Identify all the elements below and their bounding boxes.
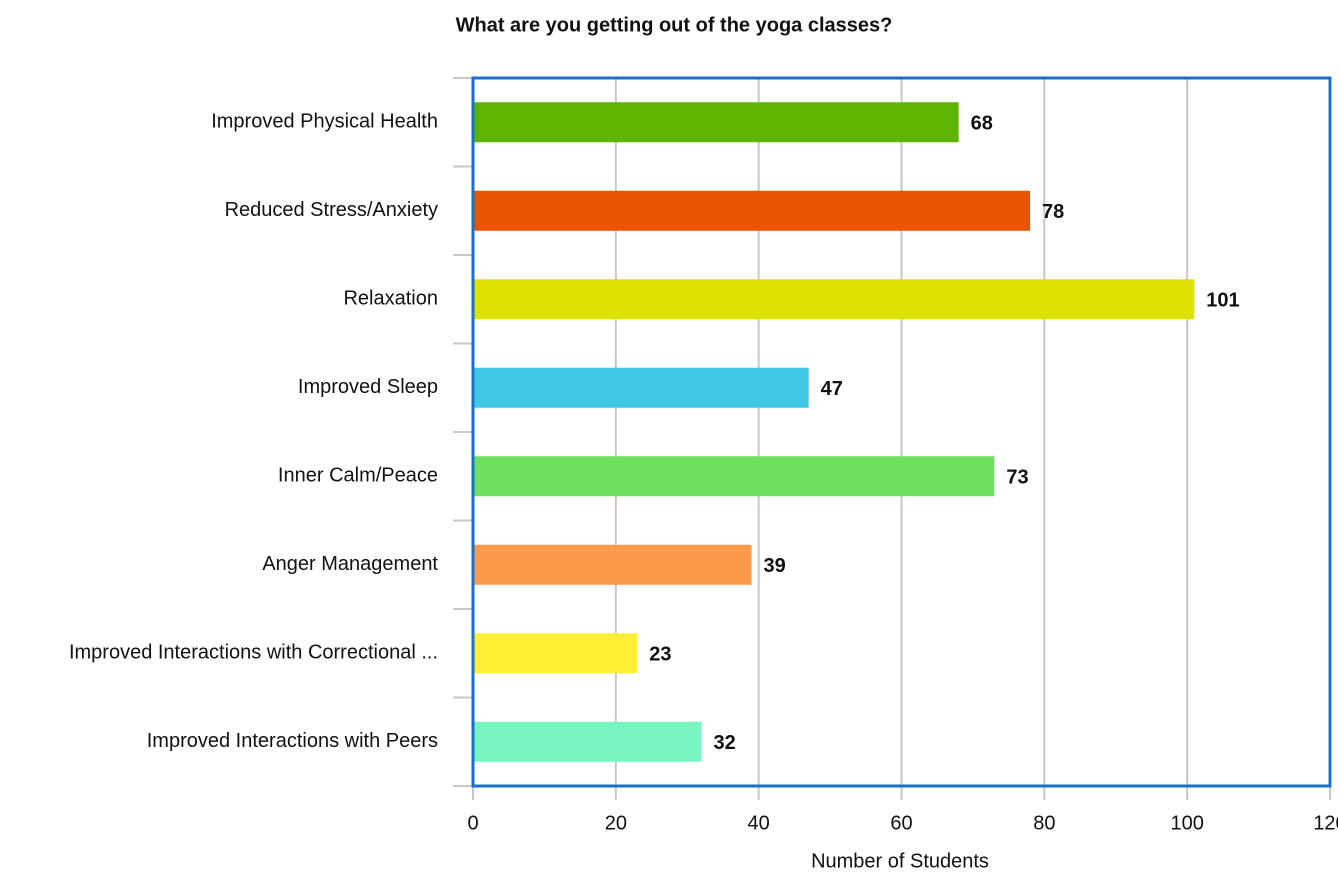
bar bbox=[473, 456, 995, 497]
x-tick-label: 100 bbox=[1170, 812, 1203, 834]
value-label: 68 bbox=[971, 113, 993, 135]
y-tick-label: Improved Sleep bbox=[298, 376, 438, 398]
x-tick-label: 0 bbox=[467, 812, 478, 834]
y-tick-label: Improved Interactions with Peers bbox=[147, 730, 438, 752]
y-tick-label: Inner Calm/Peace bbox=[278, 465, 438, 487]
plot-border bbox=[471, 76, 1332, 788]
y-tick-label: Relaxation bbox=[343, 288, 438, 310]
y-tick-label: Anger Management bbox=[262, 553, 438, 575]
bar bbox=[473, 279, 1195, 320]
bar bbox=[473, 544, 752, 585]
x-tick-label: 80 bbox=[1033, 812, 1055, 834]
x-tick-label: 120 bbox=[1313, 812, 1338, 834]
bar bbox=[473, 367, 809, 408]
bar bbox=[473, 102, 959, 143]
y-tick-label: Improved Physical Health bbox=[211, 111, 438, 133]
value-label: 101 bbox=[1206, 290, 1239, 312]
bar bbox=[473, 633, 638, 674]
y-tick-label: Improved Interactions with Correctional … bbox=[69, 642, 438, 664]
value-label: 78 bbox=[1042, 201, 1064, 223]
x-tick-label: 20 bbox=[605, 812, 627, 834]
bar bbox=[473, 190, 1031, 231]
bar bbox=[473, 721, 702, 762]
value-label: 73 bbox=[1006, 467, 1028, 489]
value-label: 47 bbox=[821, 378, 843, 400]
value-label: 23 bbox=[649, 644, 671, 666]
y-tick-label: Reduced Stress/Anxiety bbox=[225, 199, 438, 221]
x-axis-label: Number of Students bbox=[811, 850, 989, 872]
x-tick-label: 40 bbox=[748, 812, 770, 834]
x-tick-label: 60 bbox=[890, 812, 912, 834]
chart-title: What are you getting out of the yoga cla… bbox=[456, 14, 893, 36]
value-label: 32 bbox=[714, 732, 736, 754]
value-label: 39 bbox=[764, 555, 786, 577]
